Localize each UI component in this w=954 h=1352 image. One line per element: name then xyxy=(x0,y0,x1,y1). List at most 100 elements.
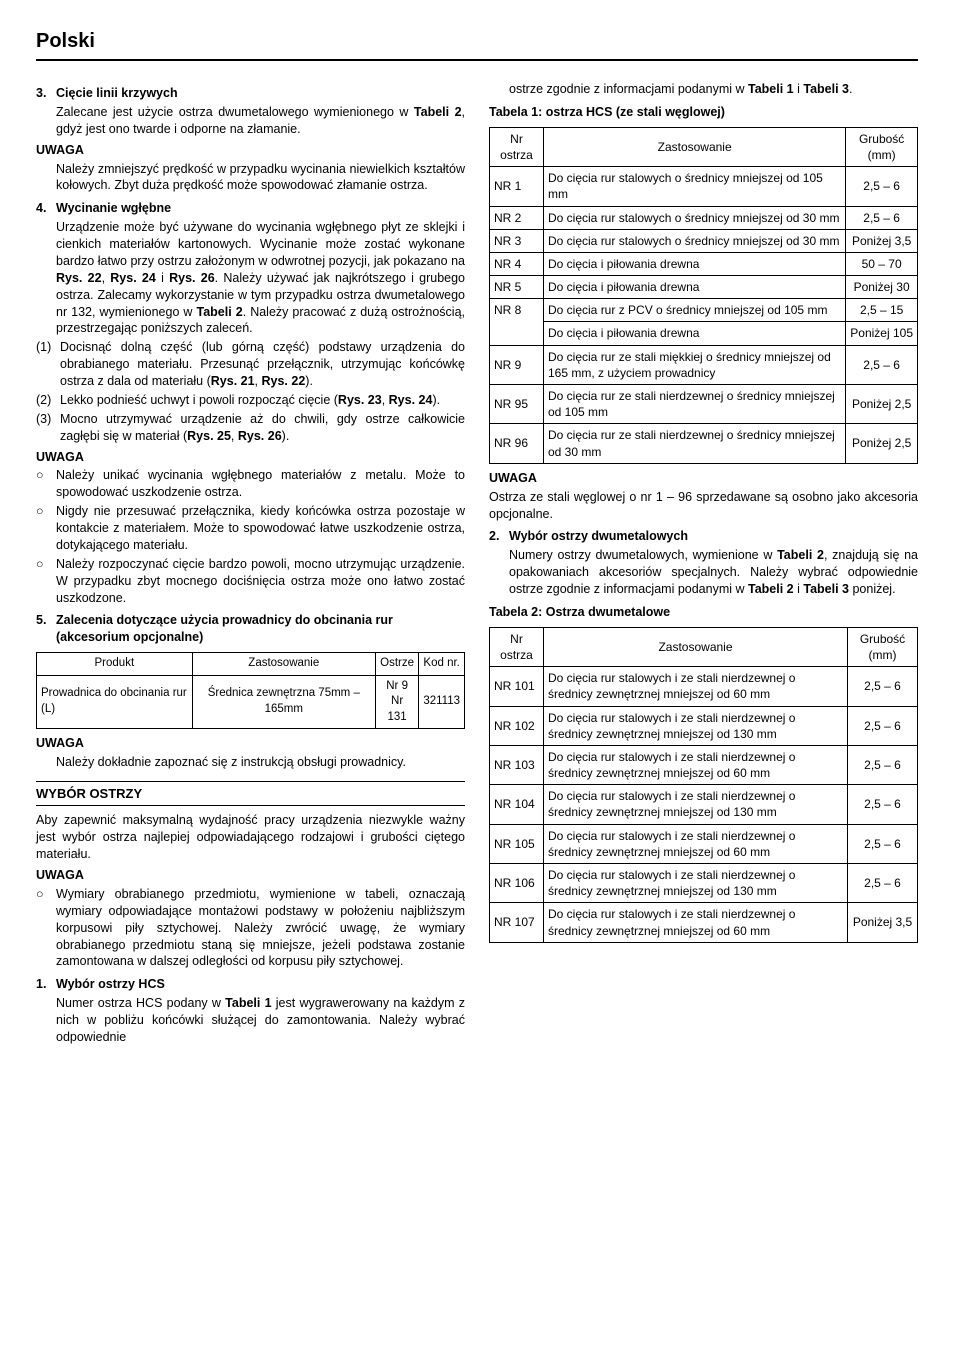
cell: Do cięcia rur z PCV o średnicy mniejszej… xyxy=(544,299,846,322)
cell-product: Prowadnica do obcinania rur (L) xyxy=(37,675,193,729)
section-2b-heading: 2. Wybór ostrzy dwumetalowych xyxy=(489,528,918,545)
table-row: NR 96Do cięcia rur ze stali nierdzewnej … xyxy=(490,424,918,463)
cell: NR 3 xyxy=(490,229,544,252)
section-2b-title: Wybór ostrzy dwumetalowych xyxy=(509,528,918,545)
sel-bullet: ○ Wymiary obrabianego przedmiotu, wymien… xyxy=(36,886,465,970)
cell: Poniżej 105 xyxy=(846,322,918,345)
cell: Do cięcia rur stalowych o średnicy mniej… xyxy=(544,229,846,252)
cell: Do cięcia rur stalowych o średnicy mniej… xyxy=(544,167,846,206)
table-row: NR 103Do cięcia rur stalowych i ze stali… xyxy=(490,745,918,784)
bullet-2: ○ Nigdy nie przesuwać przełącznika, kied… xyxy=(36,503,465,554)
step-1-text: Docisnąć dolną część (lub górną część) p… xyxy=(60,339,465,390)
section-1b-heading: 1. Wybór ostrzy HCS xyxy=(36,976,465,993)
step-3-num: (3) xyxy=(36,411,56,445)
cell: Poniżej 2,5 xyxy=(846,385,918,424)
uwaga-5-body: Ostrza ze stali węglowej o nr 1 – 96 spr… xyxy=(489,489,918,523)
cell: Do cięcia rur stalowych i ze stali nierd… xyxy=(544,903,848,942)
step-1: (1) Docisnąć dolną część (lub górną częś… xyxy=(36,339,465,390)
table-row: NR 102Do cięcia rur stalowych i ze stali… xyxy=(490,706,918,745)
cell: NR 2 xyxy=(490,206,544,229)
t1-h1: Nr ostrza xyxy=(490,127,544,166)
cell-use: Średnica zewnętrzna 75mm – 165mm xyxy=(192,675,375,729)
cell: Do cięcia rur ze stali miękkiej o średni… xyxy=(544,345,846,384)
uwaga-5-label: UWAGA xyxy=(489,470,918,487)
uwaga-1-label: UWAGA xyxy=(36,142,465,159)
cell: Poniżej 30 xyxy=(846,276,918,299)
cell: 2,5 – 6 xyxy=(848,824,918,863)
uwaga-3-body: Należy dokładnie zapoznać się z instrukc… xyxy=(36,754,465,771)
bullet-icon: ○ xyxy=(36,886,50,970)
section-3-body: Zalecane jest użycie ostrza dwumetaloweg… xyxy=(36,104,465,138)
cell: 2,5 – 6 xyxy=(848,785,918,824)
page-title: Polski xyxy=(36,28,918,61)
t1-h2: Zastosowanie xyxy=(544,127,846,166)
cell: NR 101 xyxy=(490,667,544,706)
t1-h3: Grubość (mm) xyxy=(846,127,918,166)
sel-bullet-text: Wymiary obrabianego przedmiotu, wymienio… xyxy=(56,886,465,970)
bullet-icon: ○ xyxy=(36,503,50,554)
cell-code: 321113 xyxy=(419,675,465,729)
cell: 2,5 – 6 xyxy=(848,706,918,745)
section-3-num: 3. xyxy=(36,85,50,102)
cell: NR 104 xyxy=(490,785,544,824)
cell: Do cięcia rur stalowych i ze stali nierd… xyxy=(544,864,848,903)
uwaga-4-label: UWAGA xyxy=(36,867,465,884)
bullet-3: ○ Należy rozpoczynać cięcie bardzo powol… xyxy=(36,556,465,607)
cell: Do cięcia rur stalowych i ze stali nierd… xyxy=(544,745,848,784)
section-1b-body: Numer ostrza HCS podany w Tabeli 1 jest … xyxy=(36,995,465,1046)
section-5-num: 5. xyxy=(36,612,50,646)
table-row: NR 2Do cięcia rur stalowych o średnicy m… xyxy=(490,206,918,229)
content-columns: 3. Cięcie linii krzywych Zalecane jest u… xyxy=(36,79,918,1048)
table-row: NR 9Do cięcia rur ze stali miękkiej o śr… xyxy=(490,345,918,384)
step-1-num: (1) xyxy=(36,339,56,390)
table-row: NR 101Do cięcia rur stalowych i ze stali… xyxy=(490,667,918,706)
cell: Do cięcia i piłowania drewna xyxy=(544,322,846,345)
blade-selection-intro: Aby zapewnić maksymalną wydajność pracy … xyxy=(36,812,465,863)
cell: NR 5 xyxy=(490,276,544,299)
table-row: NR 1Do cięcia rur stalowych o średnicy m… xyxy=(490,167,918,206)
table-row: NR 104Do cięcia rur stalowych i ze stali… xyxy=(490,785,918,824)
table-row: NR 4Do cięcia i piłowania drewna50 – 70 xyxy=(490,252,918,275)
cell: Do cięcia rur stalowych i ze stali nierd… xyxy=(544,667,848,706)
cell: NR 102 xyxy=(490,706,544,745)
t2-h3: Grubość (mm) xyxy=(848,627,918,666)
cell: Do cięcia rur ze stali nierdzewnej o śre… xyxy=(544,385,846,424)
cell: Poniżej 2,5 xyxy=(846,424,918,463)
bullet-icon: ○ xyxy=(36,556,50,607)
cell-blade: Nr 9Nr 131 xyxy=(375,675,418,729)
cell: Poniżej 3,5 xyxy=(848,903,918,942)
table-row: NR 5Do cięcia i piłowania drewnaPoniżej … xyxy=(490,276,918,299)
bullet-1: ○ Należy unikać wycinania wgłębnego mate… xyxy=(36,467,465,501)
step-2-num: (2) xyxy=(36,392,56,409)
cell: 2,5 – 6 xyxy=(846,167,918,206)
col-product: Produkt xyxy=(37,653,193,676)
uwaga-1-body: Należy zmniejszyć prędkość w przypadku w… xyxy=(36,161,465,195)
cell: 50 – 70 xyxy=(846,252,918,275)
section-1b-num: 1. xyxy=(36,976,50,993)
cell: Do cięcia rur ze stali nierdzewnej o śre… xyxy=(544,424,846,463)
table-row: NR 105Do cięcia rur stalowych i ze stali… xyxy=(490,824,918,863)
left-column: 3. Cięcie linii krzywych Zalecane jest u… xyxy=(36,79,465,1048)
cell: 2,5 – 6 xyxy=(846,345,918,384)
t2-h1: Nr ostrza xyxy=(490,627,544,666)
guide-table: Produkt Zastosowanie Ostrze Kod nr. Prow… xyxy=(36,652,465,729)
cell: NR 106 xyxy=(490,864,544,903)
col-use: Zastosowanie xyxy=(192,653,375,676)
table-2: Nr ostrza Zastosowanie Grubość (mm) NR 1… xyxy=(489,627,918,943)
step-2: (2) Lekko podnieść uchwyt i powoli rozpo… xyxy=(36,392,465,409)
bullet-1-text: Należy unikać wycinania wgłębnego materi… xyxy=(56,467,465,501)
section-3-title: Cięcie linii krzywych xyxy=(56,85,465,102)
col-code: Kod nr. xyxy=(419,653,465,676)
cell: 2,5 – 6 xyxy=(848,864,918,903)
table-1: Nr ostrza Zastosowanie Grubość (mm) NR 1… xyxy=(489,127,918,464)
cell: 2,5 – 6 xyxy=(848,745,918,784)
cell: Do cięcia rur stalowych o średnicy mniej… xyxy=(544,206,846,229)
cont-text: ostrze zgodnie z informacjami podanymi w… xyxy=(489,81,918,98)
cell: 2,5 – 15 xyxy=(846,299,918,322)
cell: NR 105 xyxy=(490,824,544,863)
section-3-heading: 3. Cięcie linii krzywych xyxy=(36,85,465,102)
step-3: (3) Mocno utrzymywać urządzenie aż do ch… xyxy=(36,411,465,445)
table-row: NR 8Do cięcia rur z PCV o średnicy mniej… xyxy=(490,299,918,322)
cell: NR 95 xyxy=(490,385,544,424)
cell: NR 4 xyxy=(490,252,544,275)
